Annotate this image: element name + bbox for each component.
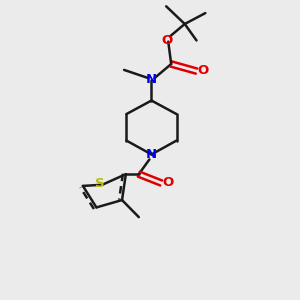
Text: O: O [197, 64, 208, 77]
Text: S: S [94, 177, 104, 190]
Text: O: O [161, 34, 173, 47]
Text: O: O [162, 176, 173, 189]
Text: N: N [146, 74, 157, 86]
Text: N: N [146, 148, 157, 161]
